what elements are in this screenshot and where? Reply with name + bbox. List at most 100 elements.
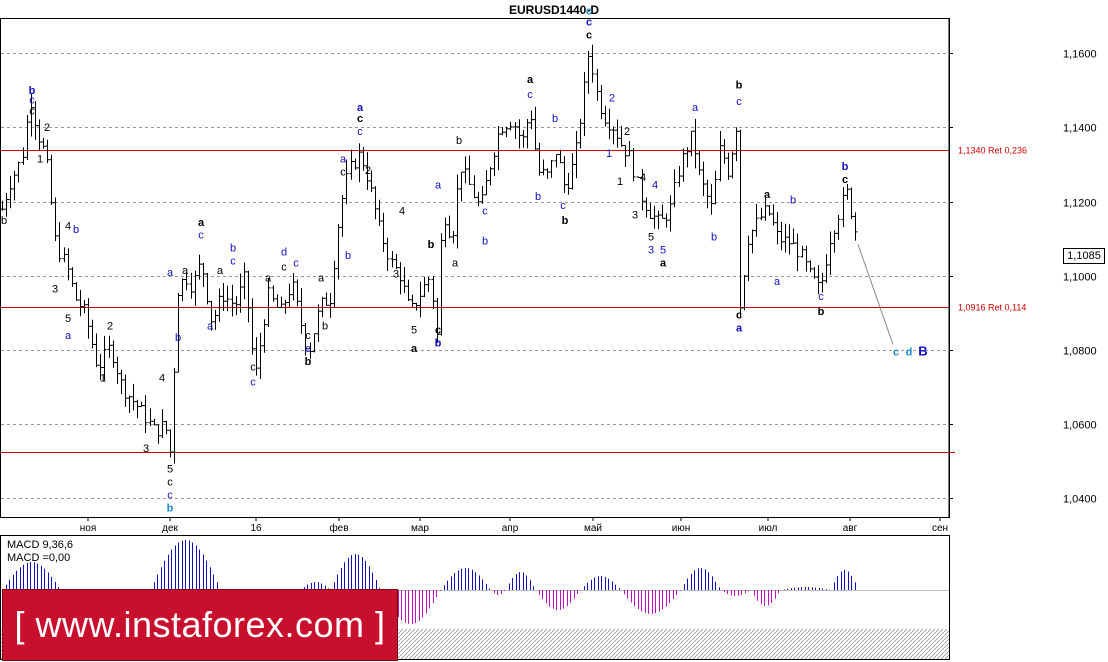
price-bar (320, 296, 325, 318)
price-bar (492, 152, 497, 177)
price-bar (800, 245, 805, 258)
price-bar (443, 217, 448, 248)
price-bar (549, 159, 554, 178)
y-axis: 1,1600 1,1400 1,1200 1,1000 1,0800 1,0600 1,04… (948, 18, 1097, 517)
wave-label: b (428, 239, 435, 251)
wave-label: d (906, 347, 913, 359)
chart-title: EURUSD1440-D (509, 3, 599, 17)
price-bar (66, 248, 71, 281)
price-bar (488, 166, 493, 186)
wave-label: 5 (411, 324, 417, 336)
price-bar (353, 158, 358, 170)
x-tick-label: мар (411, 523, 429, 534)
price-bar (759, 207, 764, 221)
price-bar (677, 166, 682, 187)
wave-label: a (167, 267, 174, 279)
wave-label: B (918, 344, 927, 359)
x-tick-label: дек (162, 523, 178, 534)
price-bar (574, 130, 579, 179)
price-bar (160, 409, 165, 438)
price-bar (57, 222, 62, 263)
price-bar (619, 125, 624, 147)
price-bar (668, 195, 673, 232)
wave-label: a (340, 154, 347, 166)
price-bar (275, 294, 280, 308)
x-tick-label: фев (329, 522, 348, 534)
wave-label: c (586, 16, 592, 28)
price-bar (115, 356, 120, 384)
y-tick-label: 1,1400 (1063, 123, 1097, 135)
wave-label: b (29, 85, 36, 97)
price-bar (152, 418, 157, 426)
price-bar (849, 187, 854, 220)
price-bar (361, 146, 366, 171)
price-bar (812, 266, 817, 279)
price-bar (414, 302, 419, 311)
price-bar (697, 150, 702, 176)
price-bar (554, 154, 559, 168)
wave-label: c (527, 89, 533, 101)
price-bar (312, 333, 317, 353)
wave-label: c (250, 376, 256, 388)
price-bar (357, 143, 362, 183)
price-bar (804, 245, 809, 272)
price-bar (373, 186, 378, 220)
wave-label: b (305, 356, 312, 368)
wave-label: c (340, 167, 346, 179)
price-bar (82, 299, 87, 314)
price-bar (205, 272, 210, 305)
price-bar (828, 231, 833, 275)
price-bar (98, 353, 103, 381)
wave-label: 5 (167, 463, 173, 475)
price-bar (254, 337, 259, 376)
wave-label: e (305, 343, 311, 355)
price-bar (763, 198, 768, 221)
wave-label: c (482, 206, 488, 218)
price-bar (94, 333, 99, 368)
wave-label: c (586, 29, 592, 41)
price-bar (566, 173, 571, 195)
wave-label: 2 (624, 126, 630, 138)
price-bar (398, 262, 403, 295)
price-bar (176, 293, 181, 373)
price-bar (316, 304, 321, 342)
projection-line (857, 244, 894, 345)
wave-label: 2 (365, 165, 371, 177)
price-bar (258, 332, 263, 379)
price-bar (238, 273, 243, 313)
wave-label: d (281, 246, 287, 258)
price-bar (234, 295, 239, 316)
price-bar (644, 197, 649, 218)
price-bar (102, 335, 107, 381)
price-bar (795, 233, 800, 272)
price-bar (779, 221, 784, 251)
brand-banner[interactable]: [ www.instaforex.com ] (2, 589, 398, 661)
price-bar (529, 110, 534, 130)
wave-label: a (207, 321, 214, 333)
price-bar (242, 262, 247, 300)
price-bar (545, 168, 550, 179)
current-price-tag: 1,1085 (1063, 248, 1105, 264)
price-bar (472, 175, 477, 199)
wave-label: a (198, 217, 205, 229)
x-tick-label: июн (672, 523, 691, 534)
price-bar (139, 401, 144, 408)
price-bar (541, 159, 546, 176)
wave-label: a (182, 265, 189, 277)
price-bar (435, 298, 440, 343)
price-bar (586, 50, 591, 94)
price-bar (841, 187, 846, 228)
price-bar (525, 119, 530, 149)
wave-label: a (692, 102, 699, 114)
y-tick-label: 1,1600 (1063, 49, 1097, 61)
wave-label: 3 (52, 284, 58, 296)
wave-label: 4 (640, 172, 646, 184)
y-tick-label: 1,1000 (1063, 272, 1097, 284)
wave-label: a (452, 258, 459, 270)
price-bar (250, 298, 255, 355)
wave-label: 4 (65, 220, 71, 232)
price-bar (853, 212, 858, 241)
wave-label: c (198, 230, 204, 242)
wave-label: b (167, 502, 174, 514)
